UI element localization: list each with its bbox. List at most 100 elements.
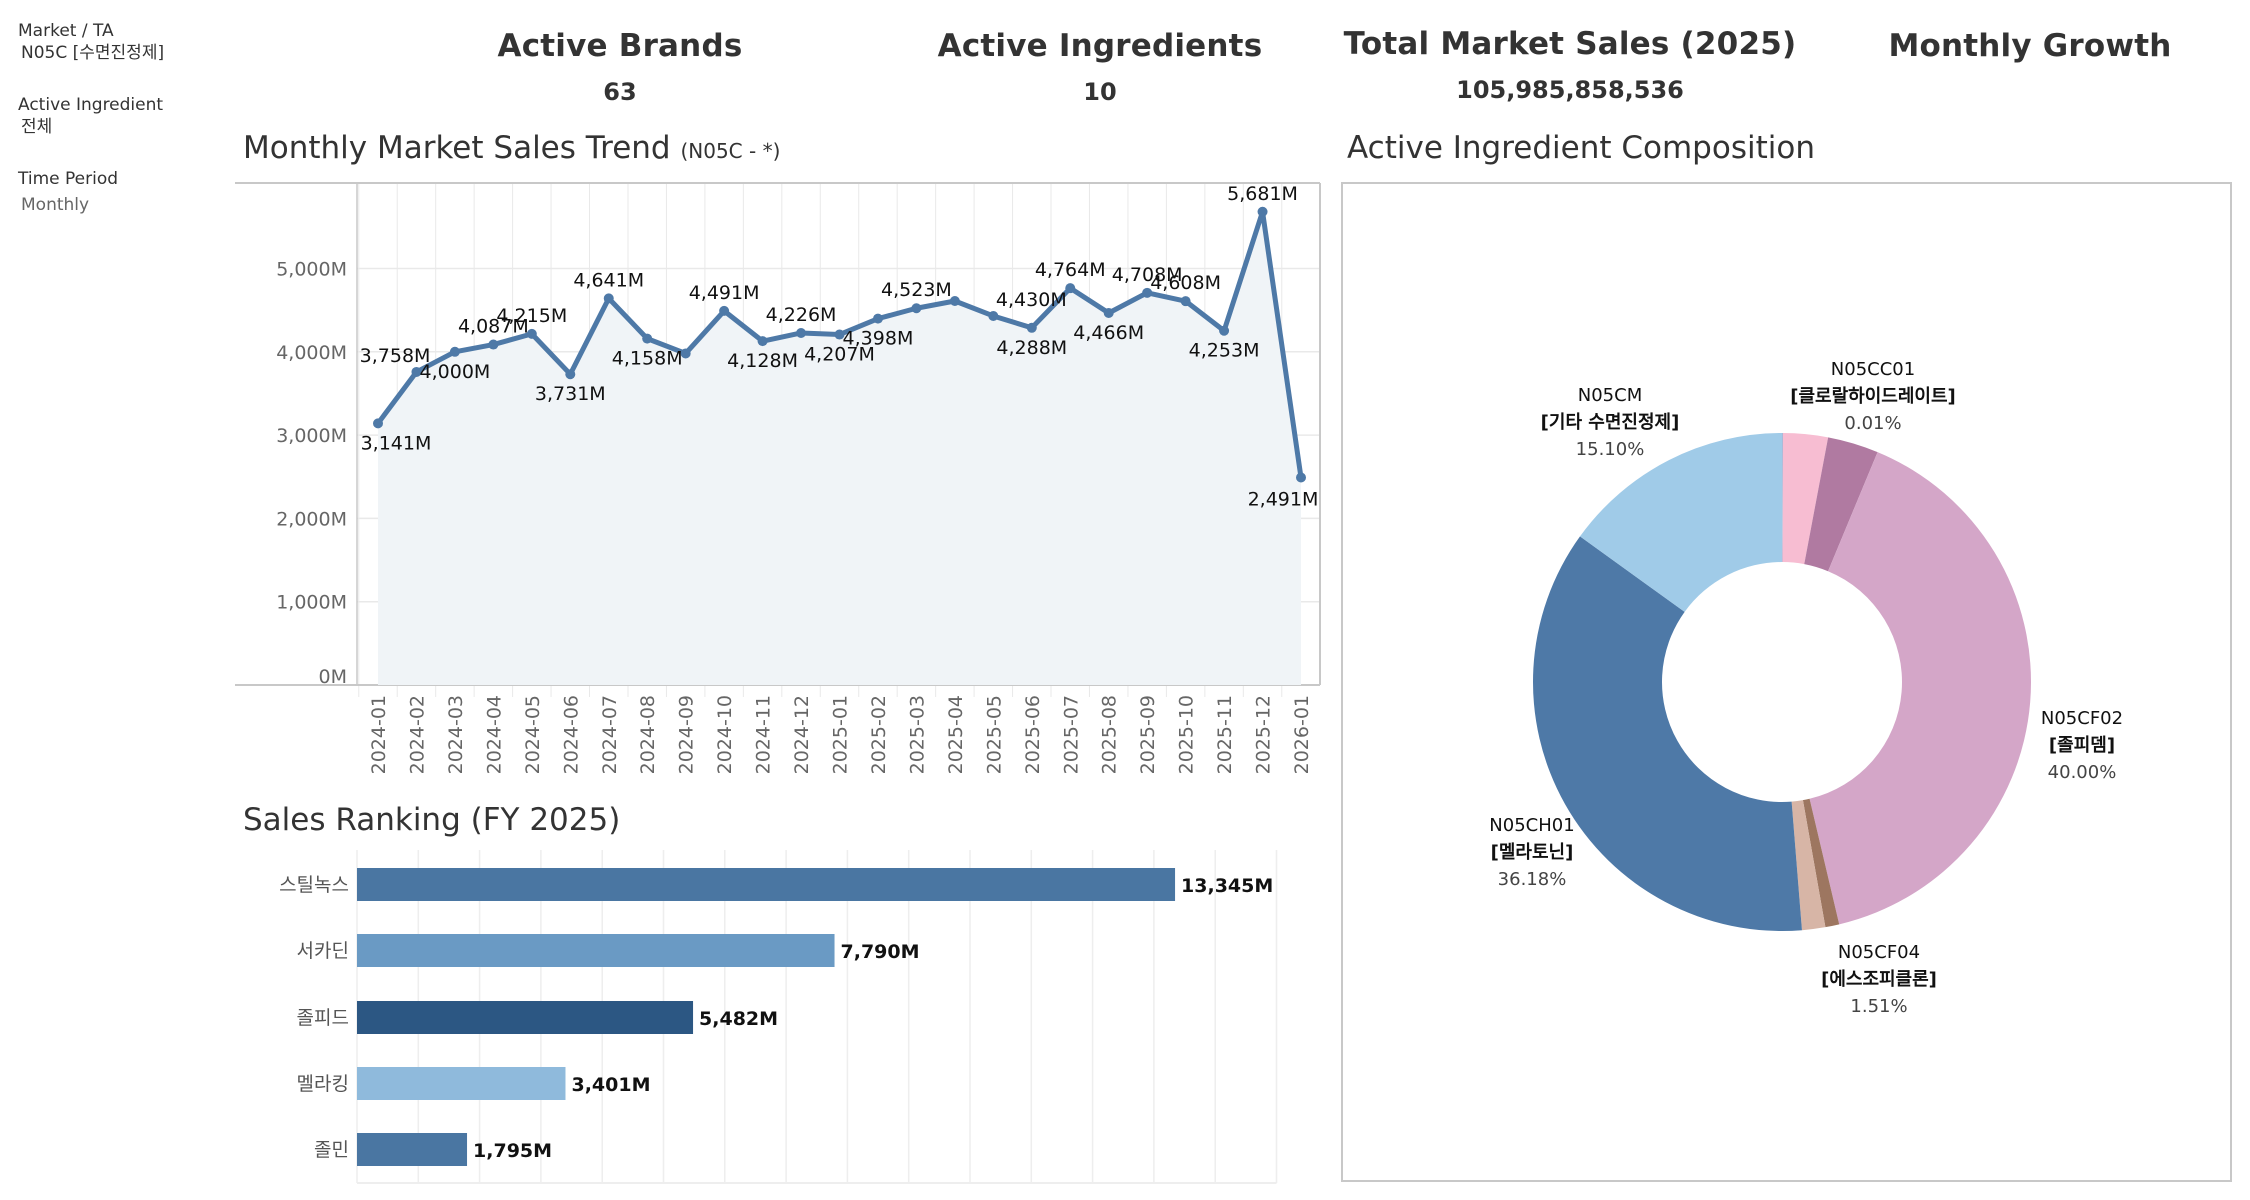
data-point[interactable] — [1142, 287, 1153, 298]
slice-name-label: [졸피뎀] — [2049, 735, 2115, 756]
bar-category-label: 졸피드 — [297, 1007, 349, 1029]
y-tick-label: 4,000M — [276, 342, 347, 364]
data-point[interactable] — [757, 336, 768, 347]
x-tick-label: 2024-09 — [676, 695, 698, 774]
filter-value[interactable]: Monthly — [21, 195, 90, 215]
data-point[interactable] — [526, 328, 537, 339]
data-point[interactable] — [796, 327, 807, 338]
data-point[interactable] — [949, 295, 960, 306]
donut-slice[interactable] — [1809, 452, 2032, 925]
slice-code-label: N05CF04 — [1838, 942, 1920, 963]
data-label: 4,641M — [573, 269, 644, 291]
x-tick-label: 2025-07 — [1060, 695, 1082, 774]
y-tick-label: 0M — [319, 666, 347, 688]
composition-frame — [1341, 182, 2232, 1182]
bar[interactable] — [357, 1001, 694, 1034]
data-point[interactable] — [719, 305, 730, 316]
data-point[interactable] — [1257, 206, 1268, 217]
data-label: 4,087M — [458, 316, 529, 338]
donut-slice[interactable] — [1782, 433, 1829, 565]
bar-category-label: 스틸녹스 — [279, 874, 349, 896]
data-point[interactable] — [1180, 296, 1191, 307]
data-point[interactable] — [1219, 325, 1230, 336]
filter-value[interactable]: 전체 — [21, 117, 53, 137]
data-label: 3,731M — [535, 383, 606, 405]
data-point[interactable] — [642, 333, 653, 344]
x-tick-label: 2025-02 — [868, 695, 890, 774]
data-label: 3,141M — [361, 432, 432, 454]
donut-chart: N05CC01 [클로랄하이드레이트] 0.01% N05CF02 [졸피뎀] 40.00… — [1341, 182, 2232, 1182]
data-label: 4,491M — [689, 282, 760, 304]
bar[interactable] — [357, 1133, 468, 1166]
x-tick-label: 2025-01 — [830, 695, 852, 774]
donut-slice[interactable] — [1804, 437, 1878, 572]
slice-name-label: [기타 수면진정제] — [1541, 412, 1680, 433]
slice-percent-label: 0.01% — [1844, 413, 1901, 434]
x-tick-label: 2024-07 — [599, 695, 621, 774]
kpi-title: Monthly Growth — [1888, 28, 2172, 64]
data-point[interactable] — [1103, 307, 1114, 318]
data-point[interactable] — [488, 339, 499, 350]
x-tick-label: 2024-12 — [791, 695, 813, 774]
slice-percent-label: 36.18% — [1498, 869, 1567, 890]
data-point[interactable] — [834, 329, 845, 340]
x-tick-label: 2024-04 — [483, 695, 505, 774]
filter-time-period[interactable]: Time Period Monthly — [18, 168, 218, 216]
x-tick-label: 2025-10 — [1176, 695, 1198, 774]
filter-value[interactable]: N05C [수면진정제] — [21, 43, 165, 63]
donut-slice[interactable] — [1802, 798, 1840, 928]
data-point[interactable] — [1065, 283, 1076, 294]
bar[interactable] — [357, 1067, 566, 1100]
data-label: 4,398M — [843, 328, 914, 350]
x-tick-label: 2024-10 — [714, 695, 736, 774]
data-point[interactable] — [1296, 472, 1306, 483]
slice-percent-label: 1.51% — [1850, 996, 1907, 1017]
data-point[interactable] — [373, 418, 383, 429]
data-label: 4,128M — [727, 350, 798, 372]
data-point[interactable] — [411, 366, 422, 377]
y-tick-label: 3,000M — [276, 425, 347, 447]
filter-market[interactable]: Market / TA N05C [수면진정제] — [18, 20, 218, 64]
data-point[interactable] — [680, 348, 691, 359]
trend-subtitle: (N05C - *) — [680, 139, 781, 163]
slice-code-label: N05CF02 — [2041, 708, 2123, 729]
filter-ingredient[interactable]: Active Ingredient 전체 — [18, 94, 218, 138]
bar-category-label: 멜라킹 — [297, 1073, 349, 1095]
donut-slice[interactable] — [1579, 433, 1783, 612]
data-label: 4,430M — [996, 289, 1067, 311]
data-point[interactable] — [449, 346, 460, 357]
donut-slice[interactable] — [1791, 800, 1826, 931]
x-tick-label: 2026-01 — [1291, 695, 1313, 774]
kpi-title: Total Market Sales (2025) — [1343, 26, 1797, 62]
slice-name-label: [클로랄하이드레이트] — [1790, 385, 1956, 407]
x-tick-label: 2025-11 — [1214, 695, 1236, 774]
kpi-value: 10 — [1083, 78, 1117, 106]
filter-label: Time Period — [18, 169, 119, 189]
kpi-active-ingredients: Active Ingredients 10 — [920, 28, 1280, 108]
donut-slice[interactable] — [1533, 536, 1802, 931]
kpi-title: Active Ingredients — [937, 28, 1263, 64]
slice-code-label: N05CC01 — [1831, 359, 1915, 380]
slice-code-label: N05CH01 — [1489, 815, 1574, 836]
y-tick-label: 1,000M — [276, 592, 347, 614]
x-tick-label: 2025-09 — [1137, 695, 1159, 774]
data-label: 4,207M — [804, 344, 875, 366]
x-tick-label: 2024-08 — [637, 695, 659, 774]
data-point[interactable] — [872, 313, 883, 324]
x-tick-label: 2025-04 — [945, 695, 967, 774]
data-point[interactable] — [565, 369, 576, 380]
bar-value-label: 13,345M — [1181, 875, 1273, 897]
bar[interactable] — [357, 934, 835, 967]
data-point[interactable] — [988, 310, 999, 321]
bar[interactable] — [357, 868, 1176, 901]
data-point[interactable] — [603, 293, 614, 304]
kpi-total-market-sales: Total Market Sales (2025) 105,985,858,53… — [1330, 26, 1810, 106]
area-fill — [378, 211, 1301, 685]
data-label: 4,158M — [612, 348, 683, 370]
data-point[interactable] — [1026, 322, 1037, 333]
x-tick-label: 2025-03 — [906, 695, 928, 774]
bar-value-label: 1,795M — [473, 1140, 552, 1162]
slice-percent-label: 40.00% — [2048, 762, 2117, 783]
data-point[interactable] — [911, 303, 922, 314]
